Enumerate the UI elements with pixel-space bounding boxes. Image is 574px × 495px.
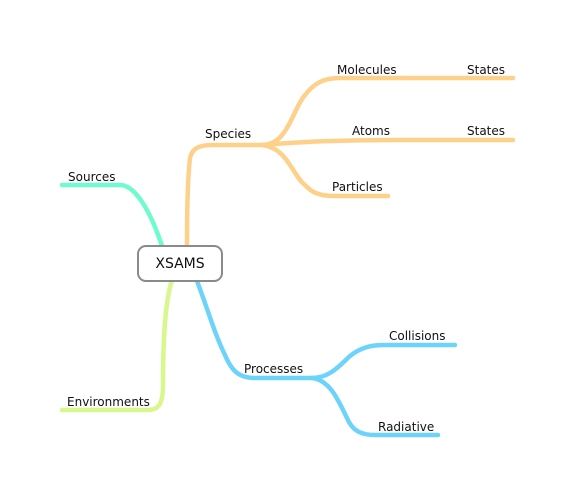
- node-label-processes[interactable]: Processes: [244, 362, 303, 376]
- branch-radiative: [309, 375, 441, 438]
- node-label-molecules-states[interactable]: States: [467, 63, 505, 77]
- center-node-label: XSAMS: [155, 256, 204, 272]
- branch-atoms: [259, 137, 408, 148]
- node-label-radiative[interactable]: Radiative: [378, 420, 434, 434]
- node-label-sources[interactable]: Sources: [68, 170, 115, 184]
- node-label-environments[interactable]: Environments: [67, 395, 150, 409]
- node-label-atoms[interactable]: Atoms: [352, 124, 390, 138]
- node-label-species[interactable]: Species: [205, 127, 251, 141]
- center-node-box: [137, 245, 223, 282]
- branch-processes: [194, 278, 315, 381]
- branch-molecules: [259, 75, 408, 148]
- branch-collisions: [309, 342, 458, 381]
- branch-particles: [259, 142, 391, 199]
- node-label-molecules[interactable]: Molecules: [337, 63, 397, 77]
- node-label-atoms-states[interactable]: States: [467, 124, 505, 138]
- branch-sources: [59, 182, 165, 249]
- node-label-particles[interactable]: Particles: [332, 180, 383, 194]
- center-node[interactable]: XSAMS: [137, 245, 223, 282]
- node-label-collisions[interactable]: Collisions: [389, 329, 446, 343]
- branch-species: [184, 142, 265, 249]
- branch-environments: [59, 277, 175, 413]
